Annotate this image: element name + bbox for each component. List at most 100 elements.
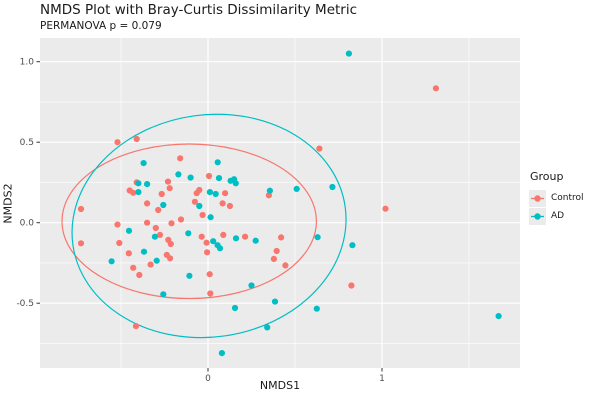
data-point — [144, 219, 151, 226]
data-point — [185, 230, 192, 237]
data-point — [278, 234, 285, 241]
data-point — [205, 172, 213, 180]
data-point — [114, 221, 121, 228]
data-point — [349, 242, 356, 249]
data-point — [116, 239, 123, 247]
data-point — [155, 206, 162, 214]
legend-key-control — [529, 189, 546, 207]
grid-minor-lines — [40, 38, 520, 368]
data-point — [136, 271, 143, 279]
data-point — [130, 264, 137, 271]
y-tick-label: 0.5 — [20, 138, 34, 148]
data-point — [152, 224, 159, 232]
data-point — [329, 183, 336, 191]
data-point — [212, 190, 219, 198]
data-point — [153, 257, 160, 264]
data-point — [156, 231, 164, 238]
data-point — [167, 255, 174, 262]
data-point — [219, 200, 226, 207]
data-point — [215, 175, 223, 182]
data-point — [166, 185, 173, 192]
data-point — [160, 201, 167, 209]
data-point — [77, 205, 85, 213]
data-point — [226, 202, 233, 210]
legend-label-ad: AD — [551, 211, 565, 221]
y-axis-title: NMDS2 — [1, 183, 15, 224]
data-point — [248, 282, 255, 289]
point-line-glyph-ad — [531, 212, 544, 220]
data-point — [220, 231, 227, 238]
legend: Group Control AD — [529, 170, 584, 225]
data-point — [193, 190, 200, 197]
x-tick-label: 1 — [379, 374, 385, 384]
y-tick-label: -0.5 — [16, 299, 34, 309]
data-point — [144, 181, 151, 188]
data-point — [191, 198, 198, 205]
panel-background — [40, 38, 520, 368]
data-point — [293, 185, 300, 192]
data-point — [495, 313, 502, 320]
data-point — [314, 234, 321, 241]
data-point — [270, 255, 277, 262]
data-point — [135, 180, 142, 187]
legend-key-ad — [529, 207, 546, 225]
data-point — [187, 174, 194, 181]
data-point — [207, 290, 214, 297]
data-point — [130, 189, 137, 196]
data-point — [158, 190, 165, 198]
data-point — [198, 233, 205, 240]
data-point — [140, 160, 147, 167]
data-point — [132, 323, 140, 330]
data-point — [214, 159, 221, 166]
data-point — [77, 240, 85, 247]
axis-ticks — [36, 61, 383, 372]
data-point — [168, 220, 175, 227]
data-point — [252, 237, 259, 244]
series-ad — [108, 50, 502, 357]
data-point — [271, 298, 279, 305]
data-point — [206, 271, 213, 278]
data-point — [222, 190, 229, 197]
point-line-glyph-control — [531, 194, 544, 202]
plot-title: NMDS Plot with Bray-Curtis Dissimilarity… — [40, 2, 358, 18]
data-point — [114, 139, 121, 146]
series-control — [77, 85, 439, 330]
data-point — [218, 350, 225, 357]
data-point — [125, 250, 132, 257]
data-point — [108, 258, 115, 265]
data-point — [216, 245, 224, 252]
data-point — [125, 227, 133, 234]
data-point — [164, 178, 172, 185]
confidence-ellipse-control — [61, 143, 318, 300]
data-point — [207, 214, 214, 221]
data-point — [133, 135, 140, 143]
data-point — [348, 282, 355, 289]
x-axis-title: NMDS1 — [259, 379, 301, 392]
data-point — [231, 304, 239, 312]
data-point — [266, 187, 273, 194]
data-point — [203, 239, 210, 246]
data-point — [144, 200, 151, 207]
data-point — [210, 238, 217, 245]
data-point — [282, 262, 289, 269]
confidence-ellipse-ad — [71, 113, 347, 339]
data-point — [273, 247, 280, 255]
x-tick-label: 0 — [205, 374, 211, 384]
legend-entry-control: Control — [529, 189, 584, 207]
data-point — [206, 189, 213, 196]
data-point — [264, 324, 271, 331]
data-point — [177, 155, 184, 162]
data-point — [242, 233, 249, 240]
data-point — [140, 248, 148, 255]
data-point — [432, 85, 439, 92]
data-point — [165, 236, 172, 243]
data-point — [160, 291, 167, 298]
data-point — [204, 249, 211, 256]
data-points — [77, 50, 502, 357]
axis-tick-labels: 0 1 1.0 0.5 0.0 -0.5 — [16, 58, 384, 384]
legend-label-control: Control — [551, 193, 584, 203]
legend-title: Group — [530, 170, 564, 183]
data-point — [175, 171, 182, 178]
data-point — [232, 180, 239, 187]
